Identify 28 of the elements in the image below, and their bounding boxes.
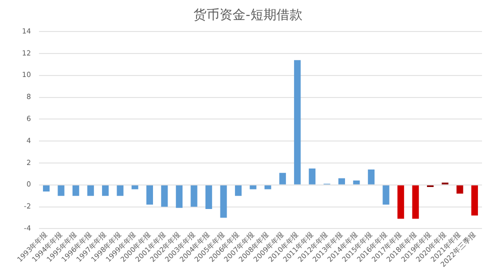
bar bbox=[382, 185, 390, 205]
bar bbox=[87, 185, 94, 196]
bar bbox=[264, 185, 272, 190]
bar bbox=[308, 168, 316, 184]
bar bbox=[353, 180, 360, 184]
bar bbox=[471, 185, 478, 216]
bar bbox=[397, 185, 404, 219]
bar bbox=[116, 185, 124, 196]
bar bbox=[412, 185, 419, 219]
bar bbox=[456, 185, 464, 194]
bar bbox=[338, 178, 346, 184]
bar bbox=[102, 185, 109, 196]
bar bbox=[190, 185, 198, 207]
bar bbox=[205, 185, 212, 209]
bar bbox=[42, 185, 50, 192]
bar bbox=[176, 185, 183, 208]
bar bbox=[234, 185, 242, 196]
bar bbox=[279, 172, 286, 184]
bar bbox=[72, 185, 80, 196]
bar bbox=[161, 185, 168, 207]
bar bbox=[294, 60, 301, 184]
bar bbox=[220, 185, 227, 218]
bar bbox=[58, 185, 64, 196]
chart-title: 货币资金-短期借款 bbox=[194, 8, 302, 24]
bar bbox=[368, 170, 375, 184]
bar bbox=[146, 185, 154, 205]
bar bbox=[132, 185, 138, 190]
bar bbox=[250, 185, 256, 190]
